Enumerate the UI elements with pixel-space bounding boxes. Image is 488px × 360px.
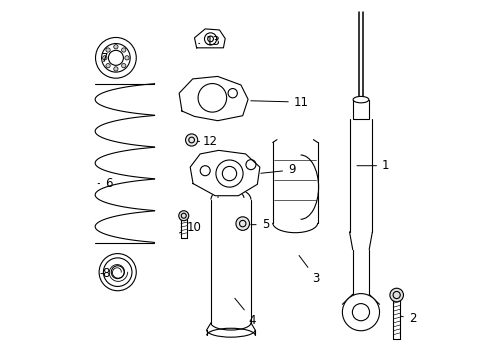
Text: 13: 13 [198,35,220,48]
Text: 9: 9 [260,163,295,176]
Text: 1: 1 [356,159,389,172]
Circle shape [122,48,125,52]
Text: 10: 10 [179,221,201,234]
Circle shape [102,56,107,60]
Polygon shape [194,29,225,48]
Text: 5: 5 [250,218,268,231]
Text: 2: 2 [400,312,415,325]
Circle shape [95,37,136,78]
Circle shape [185,134,197,146]
Polygon shape [190,150,259,196]
Text: 4: 4 [234,298,256,327]
Circle shape [235,217,249,230]
Circle shape [106,63,110,68]
Text: 3: 3 [299,256,319,285]
Circle shape [124,56,129,60]
Text: 6: 6 [98,177,112,190]
Circle shape [99,253,136,291]
Bar [352,100,368,119]
Circle shape [114,67,118,71]
Text: 8: 8 [101,267,109,280]
Circle shape [179,211,188,221]
Text: 12: 12 [197,135,217,148]
Circle shape [106,48,110,52]
Circle shape [389,288,403,302]
Ellipse shape [352,96,368,103]
Circle shape [342,294,379,331]
Circle shape [122,63,125,68]
Circle shape [114,45,118,49]
Text: 11: 11 [250,96,308,109]
Polygon shape [179,76,247,121]
Text: 7: 7 [101,52,108,65]
